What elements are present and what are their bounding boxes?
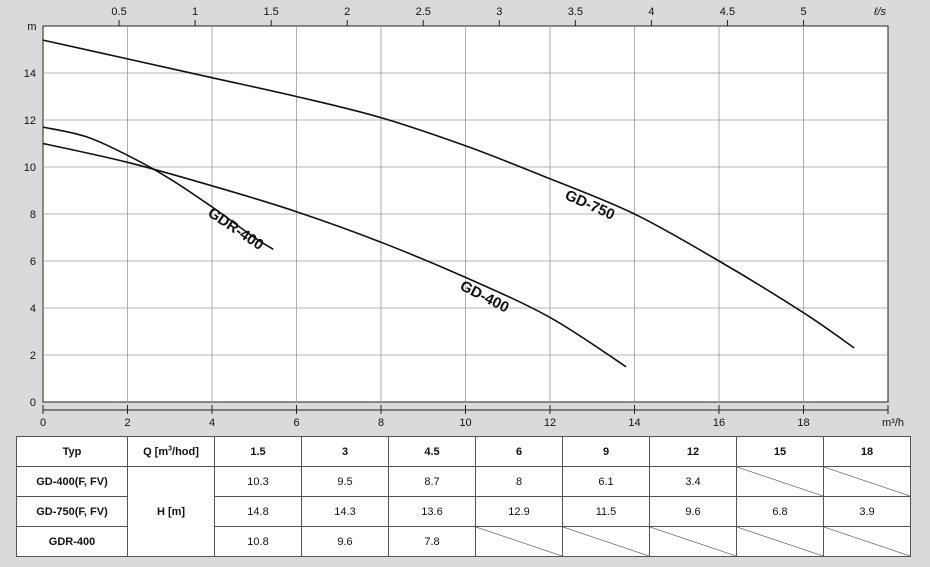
row-name: GD-750(F, FV) bbox=[16, 496, 128, 527]
top-tick-label: 3.5 bbox=[568, 6, 583, 18]
cell: 9.6 bbox=[301, 526, 389, 557]
q-value-header: 3 bbox=[301, 436, 389, 467]
cell: 3.4 bbox=[649, 466, 737, 497]
x-tick-label: 14 bbox=[628, 417, 640, 429]
y-tick-label: 2 bbox=[30, 350, 36, 362]
cell bbox=[562, 526, 650, 557]
cell bbox=[736, 466, 824, 497]
cell: 13.6 bbox=[388, 496, 476, 527]
cell: 9.6 bbox=[649, 496, 737, 527]
cell: 10.3 bbox=[214, 466, 302, 497]
table-header-row: Typ Q [m3/hod] 1.5 3 4.5 6 9 12 15 18 bbox=[16, 436, 911, 467]
cell: 12.9 bbox=[475, 496, 563, 527]
x-tick-label: 12 bbox=[544, 417, 556, 429]
table-row: GD-750(F, FV) 14.8 14.3 13.6 12.9 11.5 9… bbox=[16, 496, 911, 527]
grid bbox=[43, 26, 888, 402]
cell: 6.1 bbox=[562, 466, 650, 497]
cell: 14.3 bbox=[301, 496, 389, 527]
x-tick-label: 0 bbox=[40, 417, 46, 429]
row-name: GDR-400 bbox=[16, 526, 128, 557]
q-value-header: 4.5 bbox=[388, 436, 476, 467]
y-tick-label: 12 bbox=[24, 115, 36, 127]
curve-gdr-400 bbox=[42, 126, 274, 250]
cell: 7.8 bbox=[388, 526, 476, 557]
table-row: GD-400(F, FV) H [m] 10.3 9.5 8.7 8 6.1 3… bbox=[16, 466, 911, 557]
y-unit-label: m bbox=[27, 21, 36, 33]
col-typ-header: Typ bbox=[16, 436, 128, 467]
cell bbox=[475, 526, 563, 557]
y-tick-label: 14 bbox=[24, 68, 36, 80]
top-tick-label: 4 bbox=[648, 6, 654, 18]
top-tick-label: 0.5 bbox=[111, 6, 126, 18]
cell bbox=[823, 526, 911, 557]
col-q-header: Q [m3/hod] bbox=[127, 436, 215, 467]
cell: 8 bbox=[475, 466, 563, 497]
y-tick-label: 4 bbox=[30, 303, 36, 315]
top-tick-label: 4.5 bbox=[720, 6, 735, 18]
y-tick-label: 6 bbox=[30, 256, 36, 268]
top-tick-label: 3 bbox=[496, 6, 502, 18]
x-tick-label: 8 bbox=[378, 417, 384, 429]
x-unit-label: m³/h bbox=[882, 417, 904, 429]
x-tick-label: 2 bbox=[124, 417, 130, 429]
col-q-sup: 3 bbox=[168, 444, 173, 452]
x-tick-label: 4 bbox=[209, 417, 215, 429]
top-tick-label: 1.5 bbox=[264, 6, 279, 18]
table-row: GDR-400 10.8 9.6 7.8 bbox=[16, 526, 911, 557]
pump-performance-chart: 0 2 4 6 8 10 12 14 16 18 m³/h 0.5 1 1.5 2 2.5 3 3.5 4 4.5 5 ℓ… bbox=[24, 6, 904, 429]
q-value-header: 6 bbox=[475, 436, 563, 467]
q-value-header: 18 bbox=[823, 436, 911, 467]
cell bbox=[823, 466, 911, 497]
y-tick-label: 0 bbox=[30, 397, 36, 409]
q-value-header: 15 bbox=[736, 436, 824, 467]
h-label: H [m] bbox=[127, 466, 215, 557]
top-tick-label: 2.5 bbox=[416, 6, 431, 18]
x-tick-label: 10 bbox=[459, 417, 471, 429]
q-value-header: 12 bbox=[649, 436, 737, 467]
col-q-tail: /hod] bbox=[172, 445, 199, 458]
x-tick-label: 16 bbox=[713, 417, 725, 429]
axes: 0 2 4 6 8 10 12 14 16 18 m³/h 0.5 1 1.5 2 2.5 3 3.5 4 4.5 5 ℓ… bbox=[24, 6, 904, 429]
q-value-header: 9 bbox=[562, 436, 650, 467]
cell: 3.9 bbox=[823, 496, 911, 527]
cell: 8.7 bbox=[388, 466, 476, 497]
cell: 10.8 bbox=[214, 526, 302, 557]
cell bbox=[649, 526, 737, 557]
curves bbox=[42, 39, 855, 368]
col-q-text: Q [m bbox=[143, 445, 169, 458]
q-value-header: 1.5 bbox=[214, 436, 302, 467]
cell: 6.8 bbox=[736, 496, 824, 527]
performance-table: Typ Q [m3/hod] 1.5 3 4.5 6 9 12 15 18 GD… bbox=[16, 436, 911, 557]
curve-gd-400 bbox=[42, 142, 627, 368]
cell: 9.5 bbox=[301, 466, 389, 497]
cell: 14.8 bbox=[214, 496, 302, 527]
x-tick-label: 6 bbox=[293, 417, 299, 429]
y-tick-label: 10 bbox=[24, 162, 36, 174]
curve-gd-750 bbox=[42, 39, 855, 349]
top-unit-label: ℓ/s bbox=[873, 6, 887, 18]
cell bbox=[736, 526, 824, 557]
row-name: GD-400(F, FV) bbox=[16, 466, 128, 497]
cell: 11.5 bbox=[562, 496, 650, 527]
top-tick-label: 2 bbox=[344, 6, 350, 18]
y-tick-label: 8 bbox=[30, 209, 36, 221]
x-tick-label: 18 bbox=[797, 417, 809, 429]
top-tick-label: 1 bbox=[192, 6, 198, 18]
top-tick-label: 5 bbox=[800, 6, 806, 18]
